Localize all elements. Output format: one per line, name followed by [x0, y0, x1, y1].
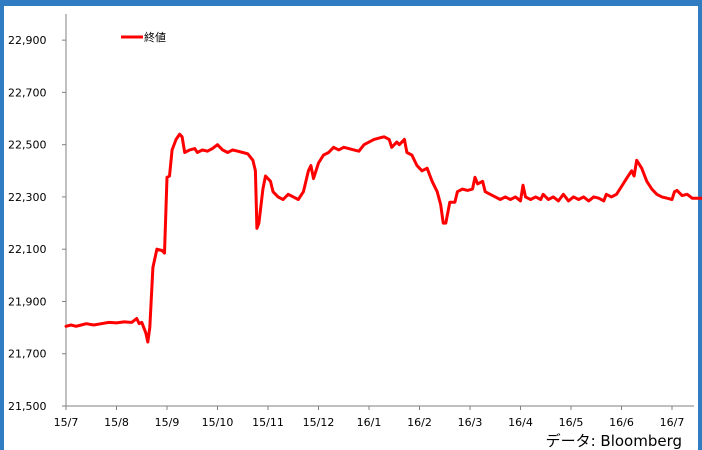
x-tick-label: 16/2	[407, 416, 432, 429]
x-tick-label: 15/8	[104, 416, 129, 429]
legend: 終値	[121, 30, 166, 44]
y-tick-label: 22,500	[8, 139, 47, 152]
x-tick-label: 16/5	[559, 416, 584, 429]
x-tick-label: 15/7	[54, 416, 79, 429]
x-tick-label: 16/6	[609, 416, 634, 429]
y-tick-label: 22,300	[8, 191, 47, 204]
y-tick-label: 22,900	[8, 34, 47, 47]
legend-label: 終値	[144, 30, 166, 44]
x-tick-label: 15/9	[155, 416, 180, 429]
source-label: データ: Bloomberg	[546, 432, 682, 450]
x-tick-label: 15/12	[303, 416, 335, 429]
y-tick-label: 21,900	[8, 295, 47, 308]
x-tick-label: 16/7	[660, 416, 685, 429]
x-axis-ticks: 15/7 15/8 15/9 15/10 15/11 15/12 16/1 16/2 16/3 1…	[54, 406, 685, 429]
y-tick-label: 21,700	[8, 348, 47, 361]
y-tick-label: 21,500	[8, 400, 47, 413]
x-tick-label: 15/10	[202, 416, 234, 429]
x-tick-label: 15/11	[252, 416, 284, 429]
x-tick-label: 16/3	[458, 416, 483, 429]
y-tick-label: 22,100	[8, 243, 47, 256]
x-tick-label: 16/1	[357, 416, 382, 429]
x-tick-label: 16/4	[508, 416, 533, 429]
y-axis-ticks: 21,500 21,700 21,900 22,100 22,300 22,500 22,7…	[8, 34, 66, 413]
y-tick-label: 22,700	[8, 86, 47, 99]
series-line-close	[64, 132, 702, 344]
